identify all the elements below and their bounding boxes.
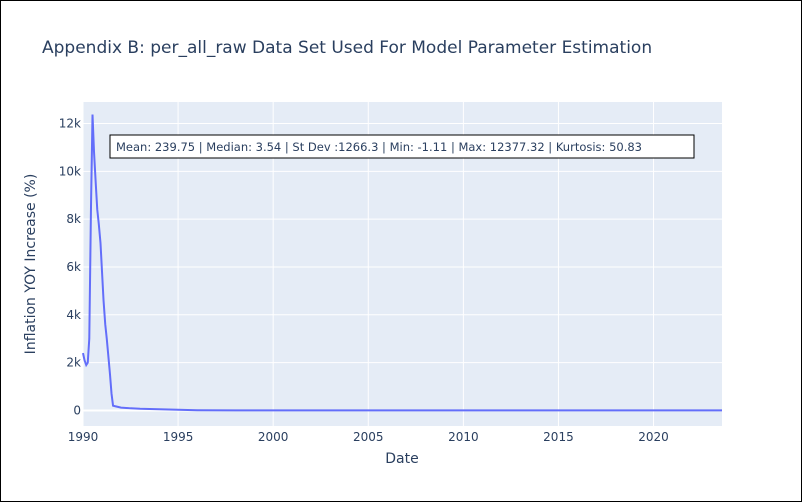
x-axis-title: Date (385, 451, 418, 467)
series-line (82, 114, 723, 412)
y-tick-label: 2k (66, 356, 81, 370)
chart-title: Appendix B: per_all_raw Data Set Used Fo… (42, 38, 652, 58)
x-tick-labels: 1990 1995 2000 2005 2010 2015 2020 (68, 430, 669, 444)
y-axis-title: Inflation YOY Increase (%) (23, 174, 39, 355)
y-tick-label: 12k (59, 117, 81, 131)
x-tick-label: 2005 (353, 430, 384, 444)
y-tick-label: 0 (73, 403, 81, 417)
y-tick-labels: 0 2k 4k 6k 8k 10k 12k (59, 117, 81, 418)
x-tick-label: 2015 (543, 430, 574, 444)
stats-annotation: Mean: 239.75 | Median: 3.54 | St Dev :12… (116, 140, 642, 154)
x-tick-label: 1995 (163, 430, 194, 444)
x-tick-label: 1990 (68, 430, 99, 444)
x-tick-label: 2000 (258, 430, 289, 444)
x-tick-label: 2020 (638, 430, 669, 444)
y-tick-label: 4k (66, 308, 81, 322)
y-tick-label: 8k (66, 212, 81, 226)
y-tick-label: 6k (66, 260, 81, 274)
y-tick-label: 10k (59, 164, 81, 178)
x-tick-label: 2010 (448, 430, 479, 444)
stats-annotation-box (109, 134, 695, 159)
